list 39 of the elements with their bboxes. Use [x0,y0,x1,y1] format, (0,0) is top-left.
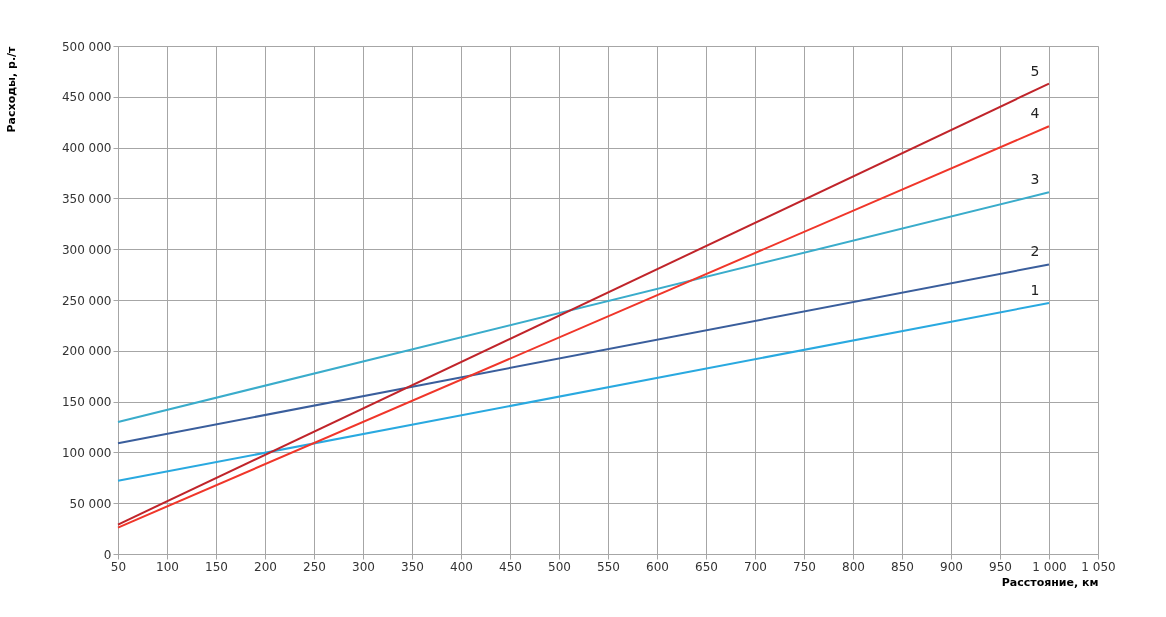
x-tick-label: 1 050 [1081,559,1116,574]
x-tick-label: 500 [548,559,571,574]
y-tick-label: 400 000 [61,141,112,156]
y-tick-label: 0 [103,547,112,562]
x-tick-label: 100 [156,559,179,574]
y-tick-label: 350 000 [61,191,112,206]
series-label: 3 [1030,171,1040,188]
x-tick-label: 950 [989,559,1012,574]
y-tick-label: 100 000 [61,445,112,460]
x-tick-label: 900 [940,559,963,574]
x-tick-label: 650 [695,559,718,574]
x-tick-label: 150 [205,559,228,574]
x-tick-label: 200 [254,559,277,574]
x-tick-label: 250 [303,559,326,574]
x-tick-label: 800 [842,559,865,574]
y-tick-label: 200 000 [61,344,112,359]
x-tick-label: 400 [450,559,473,574]
x-tick-label: 300 [352,559,375,574]
y-tick-label: 50 000 [69,496,112,511]
x-axis-title: Расстояние, км [1001,575,1099,589]
series-label: 2 [1030,243,1040,260]
x-tick-label: 50 [110,559,127,574]
series-label: 5 [1030,62,1040,79]
x-tick-label: 700 [744,559,767,574]
y-tick-label: 450 000 [61,90,112,105]
series-label: 4 [1030,105,1040,122]
x-tick-label: 550 [597,559,620,574]
y-tick-label: 150 000 [61,395,112,410]
x-tick-label: 1 000 [1032,559,1067,574]
series-label: 1 [1030,282,1040,299]
x-tick-label: 450 [499,559,522,574]
y-axis-title: Расходы, р./т [4,45,18,133]
y-tick-label: 500 000 [61,39,112,54]
x-tick-label: 750 [793,559,816,574]
x-tick-label: 350 [401,559,424,574]
x-tick-label: 850 [891,559,914,574]
x-tick-label: 600 [646,559,669,574]
y-tick-label: 250 000 [61,293,112,308]
y-tick-label: 300 000 [61,242,112,257]
